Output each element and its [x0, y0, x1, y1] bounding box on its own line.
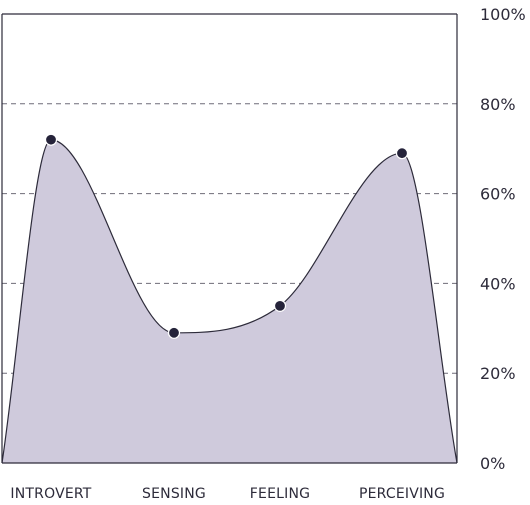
data-point-sensing — [167, 326, 181, 339]
data-point-introvert — [44, 133, 58, 146]
x-category-label-perceiving: PERCEIVING — [359, 486, 445, 502]
series-area-fill — [2, 139, 457, 463]
y-tick-label-80: 80% — [480, 95, 516, 114]
x-category-label-feeling: FEELING — [250, 486, 310, 502]
y-axis-tick-labels: 0% 20% 40% 60% 80% 100% — [480, 5, 526, 473]
x-category-label-introvert: INTROVERT — [10, 486, 91, 502]
y-tick-label-0: 0% — [480, 454, 505, 473]
data-point-perceiving — [395, 147, 409, 160]
data-point-feeling — [273, 299, 287, 312]
y-tick-label-60: 60% — [480, 185, 516, 204]
series-line — [1, 139, 458, 464]
y-tick-label-100: 100% — [480, 5, 526, 24]
y-tick-label-20: 20% — [480, 364, 516, 383]
x-axis-category-labels: INTROVERT SENSING FEELING PERCEIVING — [10, 486, 445, 502]
x-category-label-sensing: SENSING — [142, 486, 206, 502]
plot-frame — [1, 13, 458, 464]
data-points — [44, 133, 409, 339]
y-tick-label-40: 40% — [480, 274, 516, 293]
